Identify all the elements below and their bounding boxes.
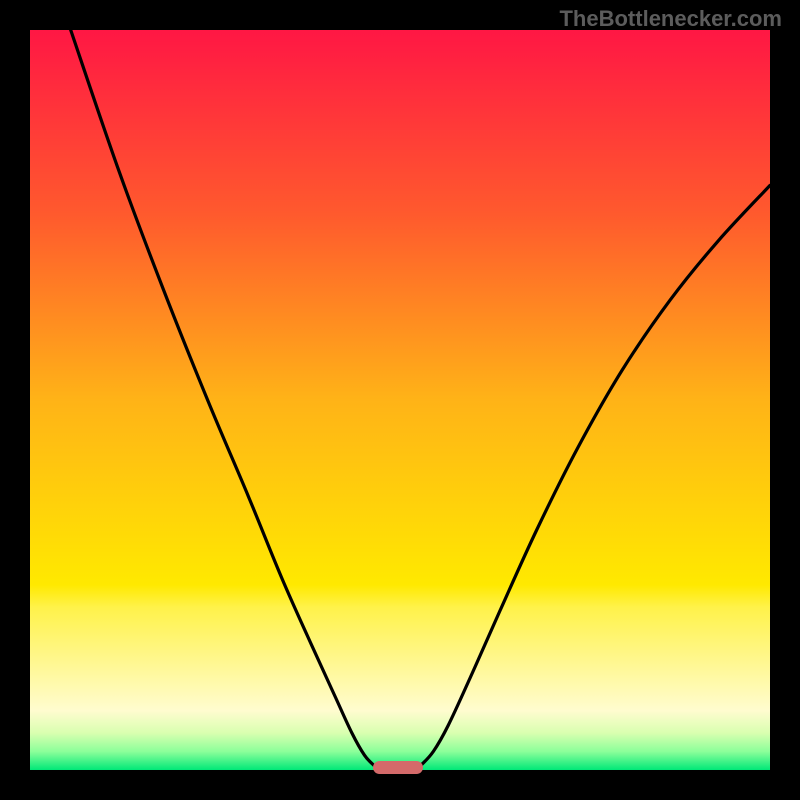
bottleneck-plot [30, 30, 770, 770]
watermark-text: TheBottlenecker.com [559, 6, 782, 32]
cusp-curves [30, 30, 770, 770]
right-curve [421, 185, 770, 765]
valley-marker [373, 761, 423, 774]
left-curve [71, 30, 374, 766]
